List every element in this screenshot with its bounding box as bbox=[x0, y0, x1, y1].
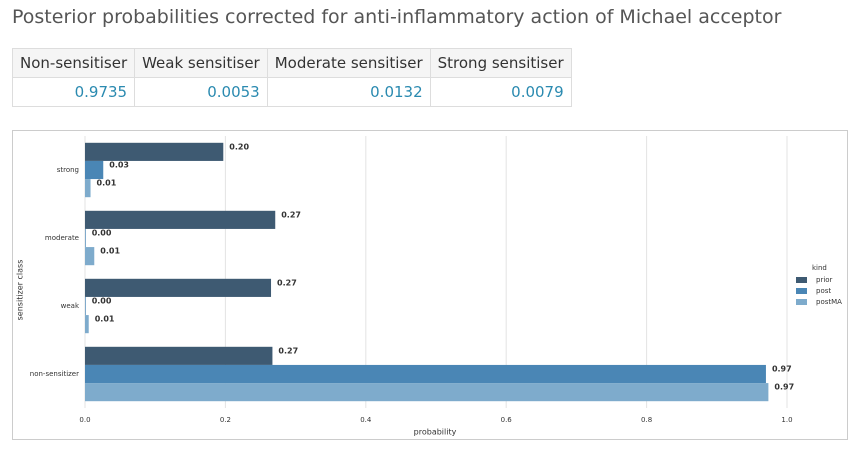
bar bbox=[85, 247, 95, 266]
data-label: 0.97 bbox=[774, 383, 794, 392]
probability-table: Non-sensitiser Weak sensitiser Moderate … bbox=[11, 48, 572, 107]
data-label: 0.01 bbox=[100, 247, 120, 256]
table-cell: 0.0132 bbox=[266, 77, 431, 107]
x-tick-label: 0.6 bbox=[501, 416, 513, 424]
table-header-row: Non-sensitiser Weak sensitiser Moderate … bbox=[11, 48, 572, 78]
bar bbox=[85, 315, 89, 334]
data-label: 0.03 bbox=[109, 160, 129, 169]
table-cell: 0.0079 bbox=[429, 77, 572, 107]
bar bbox=[85, 383, 769, 402]
table-header: Weak sensitiser bbox=[134, 48, 268, 78]
bar bbox=[85, 364, 766, 384]
x-tick-label: 0.2 bbox=[220, 416, 231, 424]
data-label: 0.27 bbox=[277, 278, 297, 287]
data-label: 0.01 bbox=[97, 179, 117, 188]
legend-swatch bbox=[796, 299, 807, 305]
x-tick-label: 0.0 bbox=[79, 416, 90, 424]
data-label: 0.01 bbox=[95, 315, 115, 324]
legend-label: postMA bbox=[816, 298, 842, 306]
y-axis-label: sensitizer class bbox=[16, 260, 25, 321]
bar bbox=[85, 346, 273, 365]
legend-title: kind bbox=[812, 264, 827, 272]
x-axis-label: probability bbox=[414, 428, 457, 437]
legend-label: post bbox=[816, 287, 831, 295]
bar bbox=[85, 160, 104, 180]
table-header: Strong sensitiser bbox=[429, 48, 572, 78]
bar bbox=[85, 142, 224, 161]
y-tick-label: non-sensitizer bbox=[30, 370, 79, 378]
page-title: Posterior probabilities corrected for an… bbox=[12, 6, 782, 28]
bar bbox=[85, 228, 86, 248]
legend-label: prior bbox=[816, 276, 833, 284]
y-tick-label: moderate bbox=[45, 234, 79, 242]
y-tick-label: strong bbox=[57, 166, 79, 174]
y-tick-label: weak bbox=[61, 302, 80, 310]
data-label: 0.00 bbox=[92, 296, 112, 305]
data-label: 0.20 bbox=[229, 142, 249, 151]
data-label: 0.97 bbox=[772, 364, 792, 373]
legend-swatch bbox=[796, 288, 807, 294]
data-label: 0.00 bbox=[92, 228, 112, 237]
bar bbox=[85, 179, 91, 198]
legend-swatch bbox=[796, 277, 807, 283]
bar bbox=[85, 296, 86, 316]
table-cell: 0.0053 bbox=[134, 77, 268, 107]
x-tick-label: 1.0 bbox=[781, 416, 792, 424]
bar bbox=[85, 278, 272, 297]
chart-frame bbox=[12, 130, 848, 440]
x-tick-label: 0.4 bbox=[360, 416, 372, 424]
table-cell: 0.9735 bbox=[11, 77, 136, 107]
bar bbox=[85, 210, 276, 229]
table-row: 0.9735 0.0053 0.0132 0.0079 bbox=[11, 77, 572, 107]
data-label: 0.27 bbox=[281, 210, 301, 219]
data-label: 0.27 bbox=[278, 346, 298, 355]
table-header: Moderate sensitiser bbox=[266, 48, 431, 78]
x-tick-label: 0.8 bbox=[641, 416, 652, 424]
